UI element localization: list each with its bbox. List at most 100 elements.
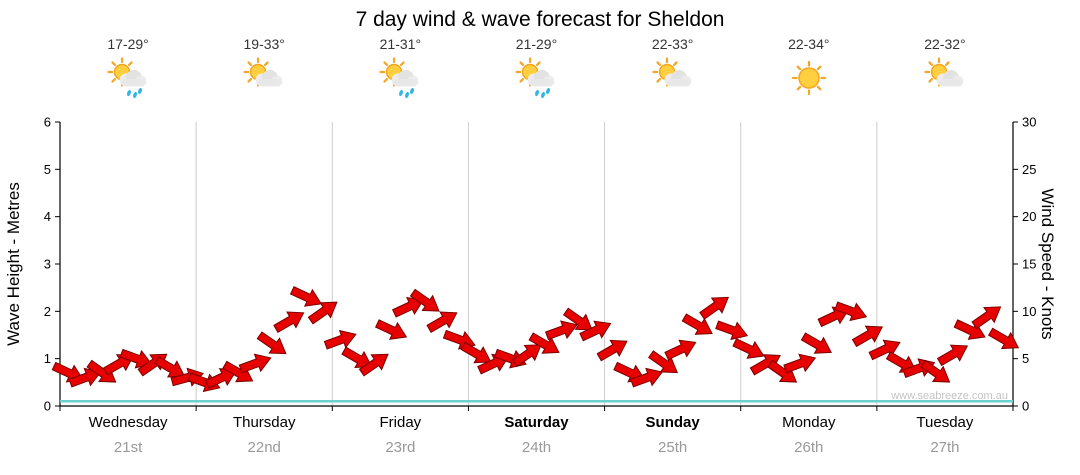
- day-date: 23rd: [385, 439, 416, 456]
- wind-arrow: [544, 320, 578, 341]
- watermark: www.seabreeze.com.au: [891, 390, 1008, 402]
- wind-arrow: [613, 361, 646, 383]
- day-label-monday: Monday 26th: [741, 414, 877, 456]
- left-tick-label: 3: [44, 257, 51, 272]
- wind-arrow: [511, 344, 542, 368]
- day-name: Monday: [782, 414, 836, 431]
- wind-arrow: [664, 339, 697, 361]
- day-label-sunday: Sunday 25th: [605, 414, 741, 456]
- wind-arrow: [936, 344, 969, 367]
- day-temp-range: 21-29°: [515, 36, 558, 52]
- day-temp-range: 22-34°: [788, 36, 830, 52]
- day-column-monday: 22-34°: [741, 36, 877, 103]
- wind-arrow: [119, 348, 153, 369]
- wind-arrow: [767, 359, 798, 383]
- day-column-tuesday: 22-32°: [877, 36, 1013, 103]
- wind-arrow: [562, 307, 593, 331]
- wind-arrow: [273, 311, 305, 333]
- wind-arrow: [256, 331, 287, 355]
- wind-arrow: [920, 359, 951, 383]
- day-column-wednesday: 17-29°: [60, 36, 196, 103]
- left-tick-label: 2: [44, 304, 51, 319]
- day-temp-range: 17-29°: [107, 36, 149, 52]
- wind-arrow: [817, 306, 850, 328]
- wind-arrow: [442, 329, 476, 350]
- wind-arrow: [834, 301, 868, 322]
- left-tick-label: 0: [44, 399, 51, 414]
- wind-arrow: [392, 296, 425, 318]
- day-column-saturday: 21-29°: [468, 36, 604, 103]
- day-label-wednesday: Wednesday 21st: [60, 414, 196, 456]
- sun-cloud-rain-icon: [105, 57, 151, 103]
- right-tick-label: 10: [1022, 304, 1036, 319]
- day-temp-range: 21-31°: [379, 36, 422, 52]
- right-tick-label: 20: [1022, 209, 1036, 224]
- wind-arrow: [238, 353, 272, 374]
- day-date: 26th: [794, 439, 824, 456]
- sun-cloud-icon: [650, 57, 696, 103]
- sun-icon: [786, 57, 832, 103]
- wind-arrow: [648, 350, 678, 374]
- right-axis-label: Wind Speed - Knots: [1038, 188, 1057, 340]
- day-name: Sunday: [645, 414, 700, 431]
- day-temp-range: 22-32°: [924, 36, 966, 52]
- wind-arrow: [154, 355, 186, 378]
- day-date: 24th: [521, 439, 552, 456]
- wind-arrow: [783, 353, 817, 374]
- wind-arrow: [699, 296, 730, 320]
- day-date: 21st: [113, 439, 143, 456]
- right-tick-label: 5: [1022, 351, 1029, 366]
- wind-arrow: [885, 351, 918, 373]
- wind-arrow: [851, 325, 884, 348]
- left-tick-label: 5: [44, 162, 51, 177]
- wind-arrow: [681, 313, 713, 335]
- day-name: Wednesday: [88, 414, 168, 431]
- sun-cloud-icon: [922, 57, 968, 103]
- left-tick-label: 4: [44, 209, 51, 224]
- wind-arrow: [987, 327, 1020, 350]
- wind-arrow: [170, 367, 204, 387]
- wind-arrow: [358, 353, 389, 377]
- wind-arrow: [732, 338, 765, 359]
- wind-arrow: [596, 339, 628, 362]
- day-column-sunday: 22-33°: [605, 36, 741, 103]
- day-name: Saturday: [504, 414, 569, 431]
- right-tick-label: 25: [1022, 162, 1036, 177]
- wind-arrow: [800, 332, 832, 354]
- wind-arrow: [374, 319, 408, 340]
- left-tick-label: 1: [44, 351, 51, 366]
- day-label-saturday: Saturday 24th: [468, 414, 604, 456]
- day-name: Thursday: [232, 414, 296, 431]
- wind-arrow: [426, 311, 458, 333]
- day-name: Tuesday: [916, 414, 974, 431]
- wind-arrow: [103, 354, 135, 376]
- wind-arrow: [902, 358, 936, 379]
- wind-arrow: [204, 367, 238, 389]
- day-label-friday: Friday 23rd: [332, 414, 468, 456]
- day-temp-range: 19-33°: [243, 36, 285, 52]
- day-footers: Wednesday 21st Thursday 22nd Friday 23rd Satur…: [60, 414, 1013, 456]
- wind-arrow: [528, 332, 560, 354]
- wind-arrow: [460, 341, 492, 364]
- day-date: 22nd: [247, 439, 281, 456]
- wind-arrow: [137, 353, 168, 377]
- wind-arrow: [68, 367, 102, 388]
- sun-cloud-rain-icon: [513, 57, 559, 103]
- wind-arrow: [187, 372, 221, 393]
- wind-arrow: [86, 359, 117, 383]
- sun-cloud-icon: [241, 57, 287, 103]
- day-label-tuesday: Tuesday 27th: [877, 414, 1013, 456]
- wind-arrow: [323, 329, 357, 350]
- wind-arrow: [971, 306, 1002, 330]
- wind-arrow: [222, 360, 254, 383]
- wind-arrow: [868, 339, 901, 361]
- wind-arrow: [289, 286, 323, 307]
- right-tick-label: 30: [1022, 115, 1036, 130]
- sun-cloud-rain-icon: [377, 57, 423, 103]
- day-temp-range: 22-33°: [651, 36, 694, 52]
- wind-arrow: [630, 367, 664, 388]
- chart-title: 7 day wind & wave forecast for Sheldon: [355, 8, 725, 31]
- day-date: 27th: [930, 439, 960, 456]
- day-date: 25th: [658, 439, 688, 456]
